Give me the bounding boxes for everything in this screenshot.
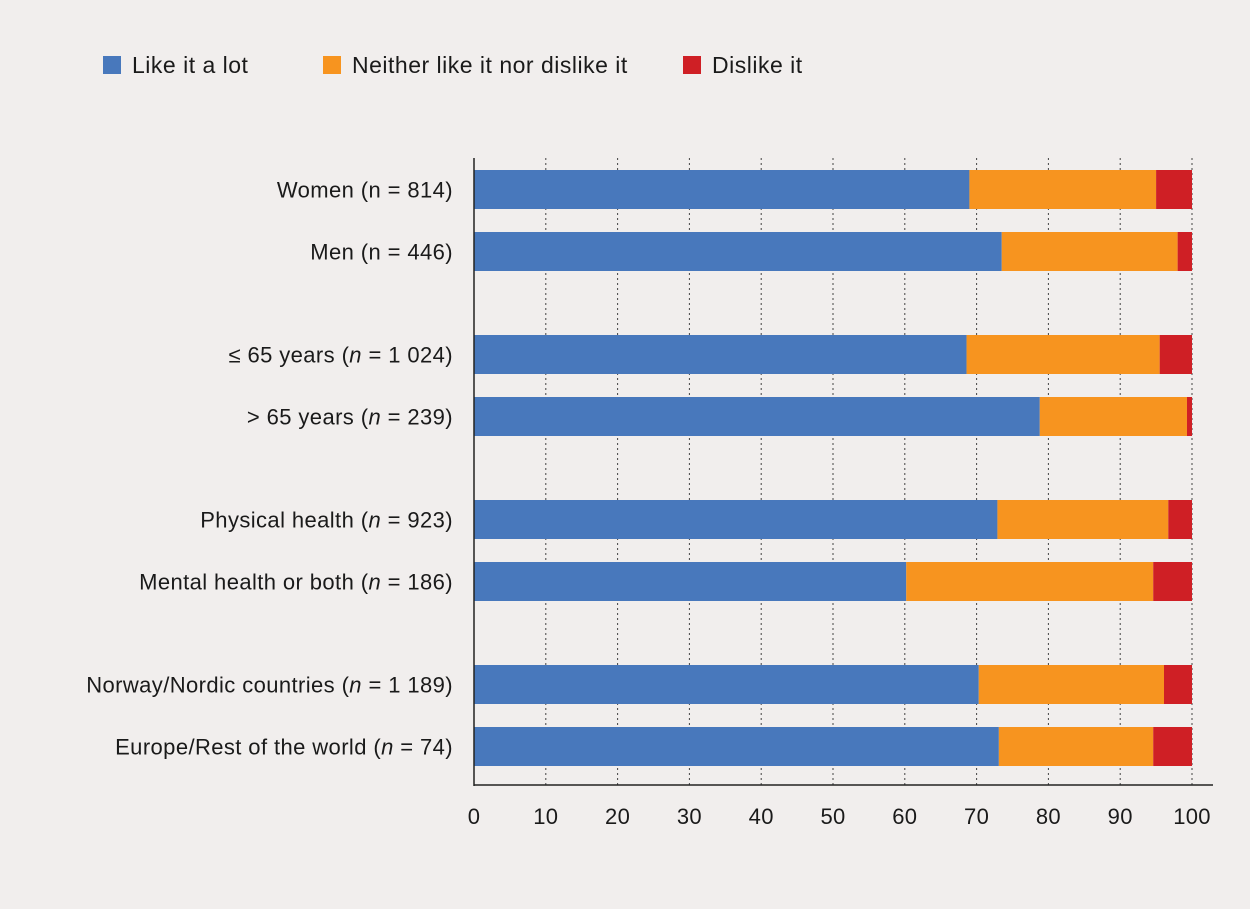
legend-swatch-0 — [103, 56, 121, 74]
bar-segment-like — [474, 665, 979, 704]
bar-segment-dislike — [1159, 335, 1192, 374]
legend-label-0: Like it a lot — [132, 52, 249, 78]
category-label-text: Europe/Rest of the world ( — [115, 735, 381, 760]
category-label-italic: n — [381, 735, 394, 760]
x-tick-label-90: 90 — [1108, 804, 1133, 829]
legend: Like it a lot Neither like it nor dislike… — [103, 52, 803, 78]
category-label-count: = 1 189) — [362, 673, 453, 698]
category-label: > 65 years (n = 239) — [247, 405, 453, 430]
category-label-count: = 239) — [381, 405, 453, 430]
bar-segment-like — [474, 335, 967, 374]
legend-swatch-2 — [683, 56, 701, 74]
x-tick-label-0: 0 — [468, 804, 481, 829]
category-label-count: = 186) — [381, 570, 453, 595]
category-label-text: ≤ 65 years ( — [228, 343, 349, 368]
legend-swatch-1 — [323, 56, 341, 74]
bar-segment-neither — [969, 170, 1157, 209]
category-label-text: Norway/Nordic countries ( — [86, 673, 349, 698]
category-labels: Women (n = 814) Men (n = 446) ≤ 65 years (… — [86, 178, 453, 760]
bar-segment-neither — [906, 562, 1154, 601]
bar-segment-neither — [1001, 232, 1178, 271]
category-label-text: Mental health or both ( — [139, 570, 369, 595]
category-label-count: = 1 024) — [362, 343, 453, 368]
category-label: Mental health or both (n = 186) — [139, 570, 453, 595]
bar-segment-like — [474, 232, 1002, 271]
x-tick-labels: 0 10 20 30 40 50 60 70 80 90 100 — [468, 804, 1211, 829]
category-label-italic: n — [368, 570, 381, 595]
category-label: Physical health (n = 923) — [200, 508, 453, 533]
category-label: Men (n = 446) — [310, 240, 453, 265]
bars — [474, 170, 1192, 766]
bar-segment-like — [474, 170, 970, 209]
x-tick-label-60: 60 — [892, 804, 917, 829]
category-label: Norway/Nordic countries (n = 1 189) — [86, 673, 453, 698]
legend-label-1: Neither like it nor dislike it — [352, 52, 628, 78]
category-label-italic: n — [368, 405, 381, 430]
category-label: ≤ 65 years (n = 1 024) — [228, 343, 453, 368]
bar-segment-neither — [998, 727, 1154, 766]
x-tick-label-80: 80 — [1036, 804, 1061, 829]
category-label-text: Men (n = 446) — [310, 240, 453, 265]
category-label-italic: n — [349, 673, 362, 698]
bar-segment-like — [474, 727, 999, 766]
category-label: Women (n = 814) — [277, 178, 453, 203]
bar-segment-dislike — [1163, 665, 1192, 704]
bar-segment-dislike — [1168, 500, 1192, 539]
category-label-count: = 74) — [394, 735, 453, 760]
bar-segment-dislike — [1156, 170, 1192, 209]
bar-segment-neither — [966, 335, 1160, 374]
category-label-count: = 923) — [381, 508, 453, 533]
legend-label-2: Dislike it — [712, 52, 803, 78]
x-tick-label-30: 30 — [677, 804, 702, 829]
x-tick-label-40: 40 — [749, 804, 774, 829]
bar-segment-like — [474, 397, 1040, 436]
bar-segment-like — [474, 562, 907, 601]
x-tick-label-70: 70 — [964, 804, 989, 829]
category-label-italic: n — [368, 508, 381, 533]
category-label: Europe/Rest of the world (n = 74) — [115, 735, 453, 760]
bar-segment-like — [474, 500, 998, 539]
bar-segment-dislike — [1177, 232, 1192, 271]
bar-segment-dislike — [1153, 727, 1192, 766]
axes — [473, 158, 1213, 786]
x-tick-label-20: 20 — [605, 804, 630, 829]
category-label-italic: n — [349, 343, 362, 368]
category-label-text: Physical health ( — [200, 508, 368, 533]
bar-segment-neither — [978, 665, 1164, 704]
bar-segment-neither — [997, 500, 1169, 539]
x-tick-label-100: 100 — [1173, 804, 1211, 829]
bar-segment-dislike — [1153, 562, 1192, 601]
bar-segment-dislike — [1186, 397, 1192, 436]
category-label-text: Women (n = 814) — [277, 178, 453, 203]
x-tick-label-50: 50 — [820, 804, 845, 829]
bar-segment-neither — [1039, 397, 1187, 436]
category-label-text: > 65 years ( — [247, 405, 369, 430]
x-tick-label-10: 10 — [533, 804, 558, 829]
